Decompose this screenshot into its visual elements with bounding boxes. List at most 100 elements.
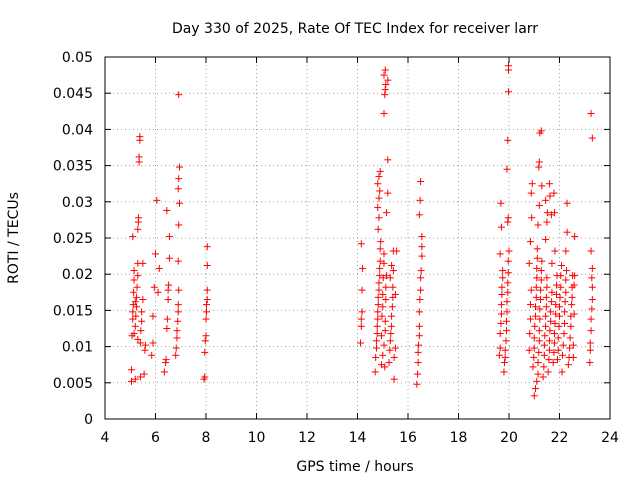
data-point: [375, 214, 383, 222]
data-point: [389, 267, 397, 275]
data-point: [569, 353, 577, 361]
y-tick-label: 0.03: [62, 195, 93, 211]
data-point: [526, 238, 534, 246]
data-point: [390, 375, 398, 383]
data-point: [173, 327, 181, 335]
data-point: [544, 368, 552, 376]
data-point: [141, 346, 149, 354]
data-point: [139, 296, 147, 304]
data-point: [358, 286, 366, 294]
data-point: [504, 269, 512, 277]
data-point: [374, 308, 382, 316]
data-point: [532, 283, 540, 291]
data-point: [540, 351, 548, 359]
data-point: [562, 288, 570, 296]
data-point: [547, 298, 555, 306]
data-point: [381, 91, 389, 99]
data-point: [374, 293, 382, 301]
data-point: [162, 359, 170, 367]
data-point: [535, 163, 543, 171]
chart-title: Day 330 of 2025, Rate Of TEC Index for r…: [172, 21, 538, 37]
data-point: [163, 325, 171, 332]
x-tick-label: 24: [601, 430, 619, 446]
data-point: [495, 351, 503, 359]
data-point: [163, 206, 171, 214]
data-point: [530, 353, 538, 361]
data-point: [357, 322, 365, 330]
data-point: [133, 293, 141, 301]
data-point: [415, 322, 423, 330]
data-point: [391, 290, 399, 298]
data-point: [566, 334, 574, 342]
data-point: [418, 233, 426, 241]
data-point: [174, 301, 182, 309]
data-point: [525, 346, 533, 354]
data-point: [376, 245, 384, 253]
data-point: [526, 330, 534, 338]
data-point: [131, 322, 139, 330]
data-point: [533, 274, 541, 282]
data-point: [416, 196, 424, 204]
data-point: [374, 315, 382, 323]
data-point: [154, 288, 162, 296]
data-point: [388, 262, 396, 270]
data-point: [556, 293, 564, 301]
data-point: [568, 301, 576, 309]
y-tick-labels: 0 0.005 0.01 0.015 0.02 0.025 0.03 0.035 0.04 0.0…: [53, 50, 93, 428]
data-point: [165, 281, 173, 289]
data-point: [533, 377, 541, 385]
data-point: [504, 279, 512, 287]
data-point: [128, 377, 136, 385]
data-point: [497, 223, 505, 231]
data-point: [164, 286, 172, 294]
data-point: [537, 286, 545, 294]
data-point: [381, 86, 389, 94]
data-point: [535, 337, 543, 345]
data-point: [535, 327, 543, 335]
y-axis-title: ROTI / TECUs: [6, 192, 22, 284]
data-point: [384, 156, 392, 164]
data-point: [541, 332, 549, 340]
data-point: [202, 332, 210, 340]
data-point: [546, 327, 554, 335]
data-point: [357, 240, 365, 248]
data-point: [375, 279, 383, 287]
data-point: [497, 301, 505, 309]
data-point: [534, 221, 542, 229]
data-point: [136, 373, 144, 381]
data-point: [500, 368, 508, 376]
data-point: [203, 301, 211, 309]
data-point: [556, 303, 563, 311]
data-point: [377, 332, 385, 340]
data-point: [175, 91, 183, 99]
data-point: [383, 272, 391, 280]
data-point: [129, 308, 137, 316]
data-point: [545, 346, 553, 354]
data-point: [552, 301, 560, 309]
data-point: [499, 267, 507, 275]
data-point: [586, 359, 594, 367]
data-point: [550, 209, 558, 217]
data-point: [138, 317, 146, 325]
data-point: [570, 310, 578, 318]
data-point: [500, 359, 508, 367]
y-tick-label: 0.01: [62, 340, 93, 356]
data-point: [162, 356, 170, 364]
data-point: [381, 317, 389, 325]
data-point: [141, 341, 149, 349]
data-point: [134, 225, 142, 233]
data-point: [559, 341, 567, 349]
x-tick-label: 20: [500, 430, 518, 446]
data-point: [554, 334, 562, 342]
data-point: [550, 189, 558, 197]
data-point: [201, 337, 209, 345]
data-point: [376, 167, 384, 175]
data-point: [387, 330, 395, 338]
y-tick-label: 0.02: [62, 267, 93, 283]
data-point: [531, 322, 539, 330]
data-point: [414, 370, 422, 378]
data-point: [552, 310, 560, 318]
data-point: [561, 319, 569, 327]
data-point: [558, 262, 566, 270]
data-point: [388, 312, 396, 320]
